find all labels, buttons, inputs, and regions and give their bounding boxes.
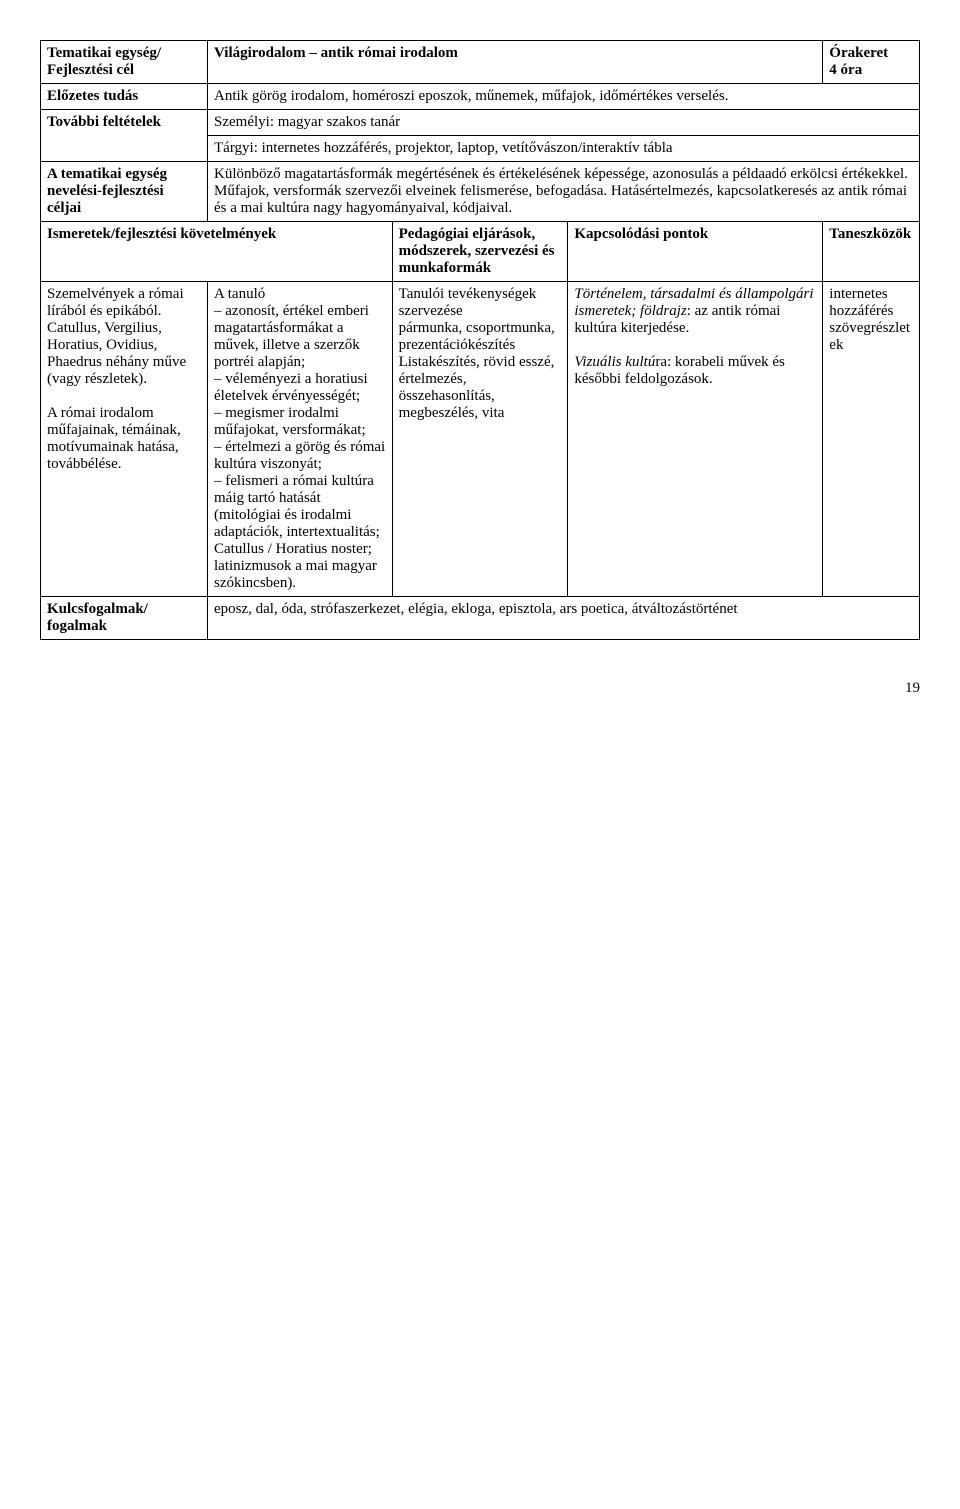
content-col1: Szemelvények a római lírából és epikából… xyxy=(41,282,208,597)
bullet-4: – értelmezi a görög és római kultúra vis… xyxy=(214,439,385,472)
hours-label: Órakeret xyxy=(829,45,888,61)
unit-header: Tematikai egység/ Fejlesztési cél xyxy=(41,41,208,84)
keywords-label: Kulcsfogalmak/ fogalmak xyxy=(41,597,208,640)
topic-title: Világirodalom – antik római irodalom xyxy=(208,41,823,84)
content-col5: internetes hozzáférés szövegrészletek xyxy=(823,282,920,597)
hours-value: 4 óra xyxy=(829,62,862,78)
content-col2: A tanuló – azonosít, értékel emberi maga… xyxy=(208,282,393,597)
impact-text: A római irodalom műfajainak, témáinak, m… xyxy=(47,405,181,472)
conditions-material: Tárgyi: internetes hozzáférés, projektor… xyxy=(208,136,920,162)
page-number: 19 xyxy=(40,680,920,697)
requirements-header: Ismeretek/fejlesztési követelmények xyxy=(41,222,393,282)
subheader-row: Ismeretek/fejlesztési követelmények Peda… xyxy=(41,222,920,282)
bullet-1: – azonosít, értékel emberi magatartásfor… xyxy=(214,303,369,370)
excerpts-text: Szemelvények a római lírából és epikából… xyxy=(47,286,184,319)
activities-2: pármunka, csoportmunka, prezentációkészí… xyxy=(399,320,555,353)
prereq-label: Előzetes tudás xyxy=(41,84,208,110)
goals-row: A tematikai egység nevelési-fejlesztési … xyxy=(41,162,920,222)
connections-italic-2: Vizuális kultú xyxy=(574,354,655,370)
content-col4: Történelem, társadalmi és állampolgári i… xyxy=(568,282,823,597)
conditions-row-1: További feltételek Személyi: magyar szak… xyxy=(41,110,920,136)
keywords-content: eposz, dal, óda, strófaszerkezet, elégia… xyxy=(208,597,920,640)
goals-label: A tematikai egység nevelési-fejlesztési … xyxy=(41,162,208,222)
bullet-3: – megismer irodalmi műfajokat, versformá… xyxy=(214,405,366,438)
content-col3: Tanulói tevékenységek szervezése pármunk… xyxy=(392,282,568,597)
prereq-content: Antik görög irodalom, homéroszi eposzok,… xyxy=(208,84,920,110)
bullet-2: – véleményezi a horatiusi életelvek érvé… xyxy=(214,371,368,404)
tools-header: Taneszközök xyxy=(823,222,920,282)
activities-1: Tanulói tevékenységek szervezése xyxy=(399,286,537,319)
header-row: Tematikai egység/ Fejlesztési cél Világi… xyxy=(41,41,920,84)
bullet-5: – felismeri a római kultúra máig tartó h… xyxy=(214,473,380,591)
methods-header: Pedagógiai eljárások, módszerek, szervez… xyxy=(392,222,568,282)
keywords-row: Kulcsfogalmak/ fogalmak eposz, dal, óda,… xyxy=(41,597,920,640)
conditions-personal: Személyi: magyar szakos tanár xyxy=(208,110,920,136)
connections-header: Kapcsolódási pontok xyxy=(568,222,823,282)
activities-3: Listakészítés, rövid esszé, értelmezés, … xyxy=(399,354,555,421)
goals-content: Különböző magatartásformák megértésének … xyxy=(208,162,920,222)
student-label: A tanuló xyxy=(214,286,265,302)
conditions-label: További feltételek xyxy=(41,110,208,162)
hours-cell: Órakeret 4 óra xyxy=(823,41,920,84)
authors-text: Catullus, Vergilius, Horatius, Ovidius, … xyxy=(47,320,186,387)
prerequisites-row: Előzetes tudás Antik görög irodalom, hom… xyxy=(41,84,920,110)
curriculum-table: Tematikai egység/ Fejlesztési cél Világi… xyxy=(40,40,920,640)
content-row: Szemelvények a római lírából és epikából… xyxy=(41,282,920,597)
